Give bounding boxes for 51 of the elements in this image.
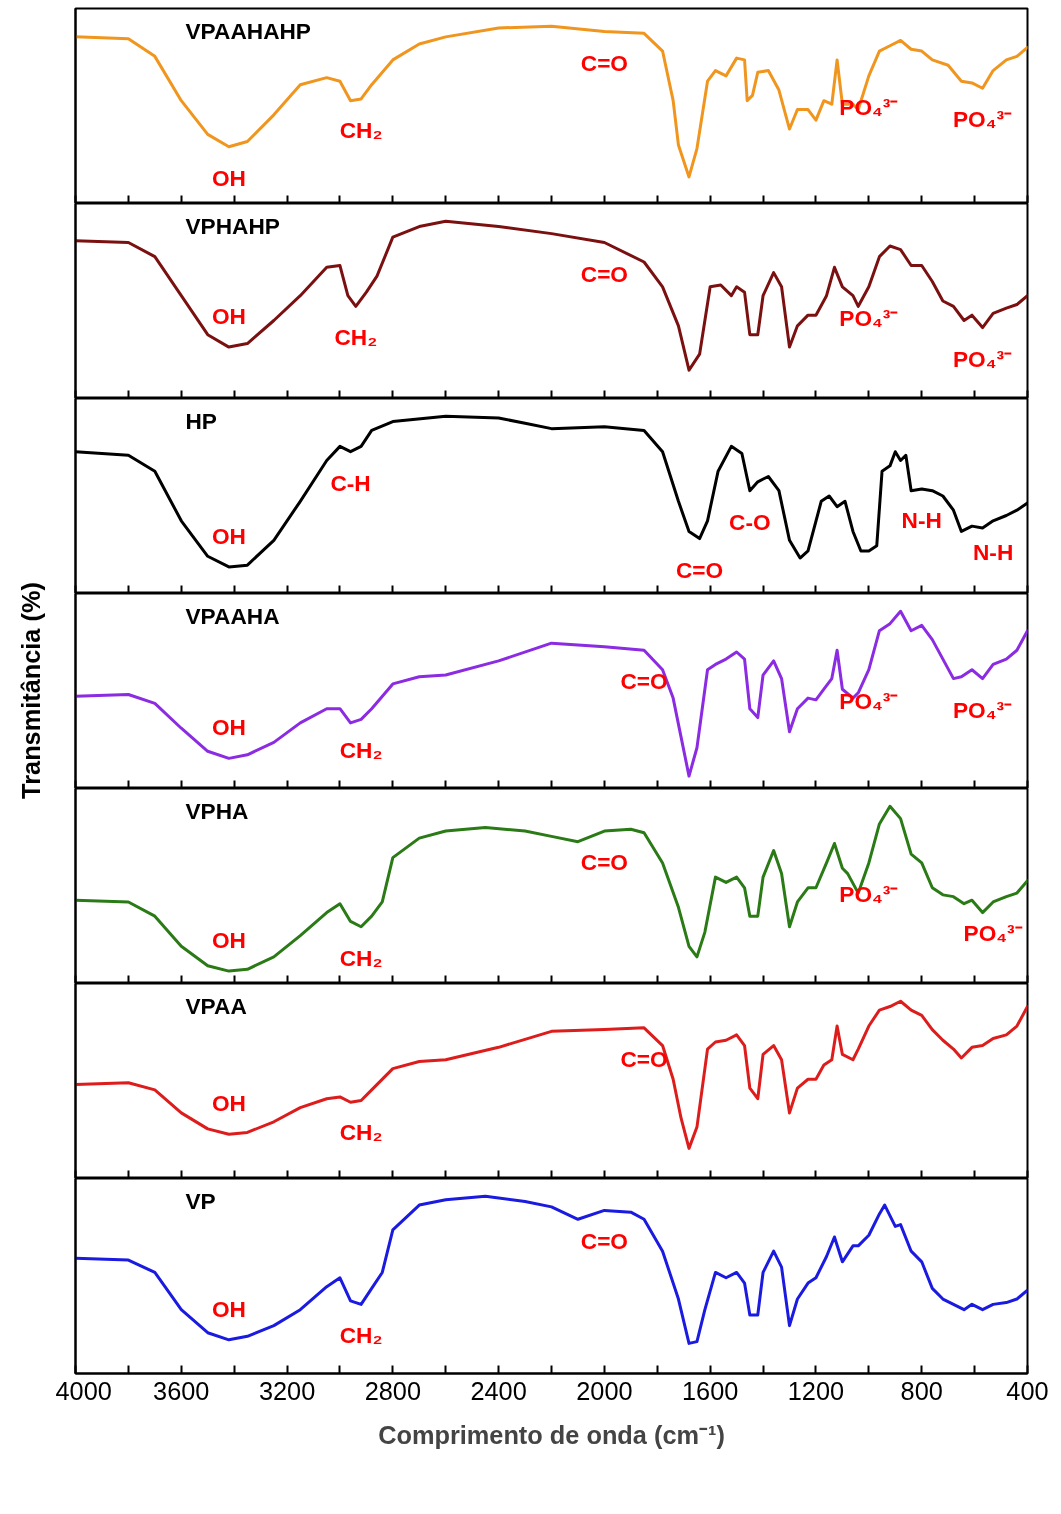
chart-title: VPHA <box>185 797 249 824</box>
annotation: PO₄³⁻ <box>963 919 1023 946</box>
chart-title: VPAA <box>185 992 247 1019</box>
annotation: OH <box>211 1090 246 1117</box>
x-tick-label: 1200 <box>787 1376 845 1405</box>
annotation: OH <box>211 164 246 191</box>
annotation: PO₄³⁻ <box>953 696 1013 723</box>
annotation: PO₄³⁻ <box>839 304 899 331</box>
chart-title: HP <box>185 407 217 434</box>
annotation: C=O <box>675 556 724 583</box>
chart-title: VPAAHA <box>185 602 280 629</box>
annotation: PO₄³⁻ <box>839 880 899 907</box>
annotation: CH₂ <box>339 1118 383 1145</box>
annotation: PO₄³⁻ <box>839 687 899 714</box>
annotation: OH <box>211 714 246 741</box>
x-tick-label: 4000 <box>55 1376 112 1405</box>
annotation: C-H <box>330 469 371 496</box>
annotation: OH <box>211 927 246 954</box>
annotation: N-H <box>901 506 942 533</box>
annotation: C=O <box>620 1045 668 1072</box>
annotation: C-O <box>729 508 771 535</box>
annotation: C=O <box>620 668 668 695</box>
annotation: C=O <box>580 260 628 287</box>
y-axis-title: Transmitância (%) <box>16 582 45 799</box>
x-tick-label: 2800 <box>364 1376 422 1405</box>
chart-title: VPHAHP <box>185 212 280 239</box>
annotation: CH₂ <box>339 944 383 971</box>
annotation: CH₂ <box>339 737 383 764</box>
annotation: PO₄³⁻ <box>953 106 1013 133</box>
annotation: C=O <box>580 1228 628 1255</box>
annotation: OH <box>211 1295 246 1322</box>
annotation: CH₂ <box>339 1322 383 1349</box>
annotation: OH <box>211 303 246 330</box>
annotation: C=O <box>580 49 628 76</box>
x-tick-label: 400 <box>1006 1376 1049 1405</box>
annotation: PO₄³⁻ <box>953 345 1013 372</box>
x-tick-label: 2000 <box>576 1376 633 1405</box>
chart-title: VP <box>185 1187 216 1214</box>
x-axis-title: Comprimento de onda (cm⁻¹) <box>378 1420 725 1449</box>
x-tick-label: 2400 <box>470 1376 527 1405</box>
annotation: CH₂ <box>334 324 378 351</box>
x-tick-label: 3200 <box>258 1376 316 1405</box>
annotation: PO₄³⁻ <box>839 93 899 120</box>
annotation: C=O <box>580 849 628 876</box>
x-tick-label: 800 <box>900 1376 943 1405</box>
x-tick-label: 1600 <box>681 1376 739 1405</box>
chart-title: VPAAHAHP <box>185 17 311 44</box>
x-tick-label: 3600 <box>153 1376 210 1405</box>
annotation: OH <box>211 522 246 549</box>
annotation: CH₂ <box>339 116 383 143</box>
annotation: N-H <box>972 538 1014 565</box>
